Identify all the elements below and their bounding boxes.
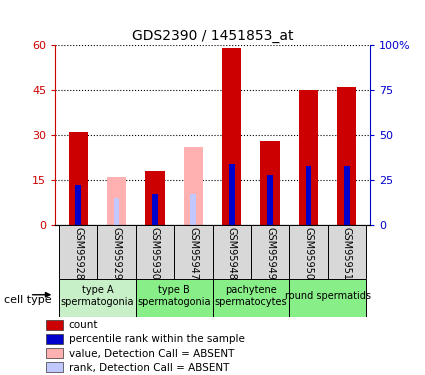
Bar: [114, 198, 119, 225]
Bar: [46, 362, 63, 372]
Text: GSM95930: GSM95930: [150, 226, 160, 279]
Text: GSM95929: GSM95929: [112, 226, 122, 280]
Text: GSM95950: GSM95950: [303, 226, 313, 280]
Title: GDS2390 / 1451853_at: GDS2390 / 1451853_at: [132, 28, 293, 43]
Bar: [344, 166, 350, 225]
Bar: [46, 348, 63, 358]
Text: type A
spermatogonia: type A spermatogonia: [61, 285, 134, 307]
Bar: [190, 194, 196, 225]
Bar: [267, 175, 273, 225]
Bar: [251, 225, 289, 279]
Bar: [152, 194, 158, 225]
Text: count: count: [69, 320, 98, 330]
Bar: [328, 225, 366, 279]
Text: GSM95949: GSM95949: [265, 226, 275, 279]
Text: type B
spermatogonia: type B spermatogonia: [137, 285, 211, 307]
Bar: [59, 279, 136, 317]
Bar: [289, 225, 328, 279]
Bar: [306, 166, 311, 225]
Bar: [299, 90, 318, 225]
Bar: [229, 164, 235, 225]
Bar: [136, 279, 212, 317]
Bar: [212, 279, 289, 317]
Bar: [261, 141, 280, 225]
Bar: [222, 48, 241, 225]
Bar: [46, 334, 63, 344]
Text: value, Detection Call = ABSENT: value, Detection Call = ABSENT: [69, 348, 234, 358]
Bar: [75, 185, 81, 225]
Text: GSM95951: GSM95951: [342, 226, 352, 280]
Text: rank, Detection Call = ABSENT: rank, Detection Call = ABSENT: [69, 363, 229, 373]
Text: GSM95928: GSM95928: [73, 226, 83, 280]
Bar: [174, 225, 212, 279]
Bar: [97, 225, 136, 279]
Bar: [69, 132, 88, 225]
Text: GSM95947: GSM95947: [188, 226, 198, 280]
Text: round spermatids: round spermatids: [285, 291, 371, 301]
Bar: [46, 320, 63, 330]
Text: percentile rank within the sample: percentile rank within the sample: [69, 334, 244, 344]
Bar: [289, 279, 366, 317]
Text: pachytene
spermatocytes: pachytene spermatocytes: [215, 285, 287, 307]
Bar: [145, 171, 164, 225]
Bar: [184, 147, 203, 225]
Bar: [59, 225, 97, 279]
Text: cell type: cell type: [4, 295, 52, 305]
Bar: [136, 225, 174, 279]
Bar: [107, 177, 126, 225]
Bar: [337, 87, 356, 225]
Text: GSM95948: GSM95948: [227, 226, 237, 279]
Bar: [212, 225, 251, 279]
